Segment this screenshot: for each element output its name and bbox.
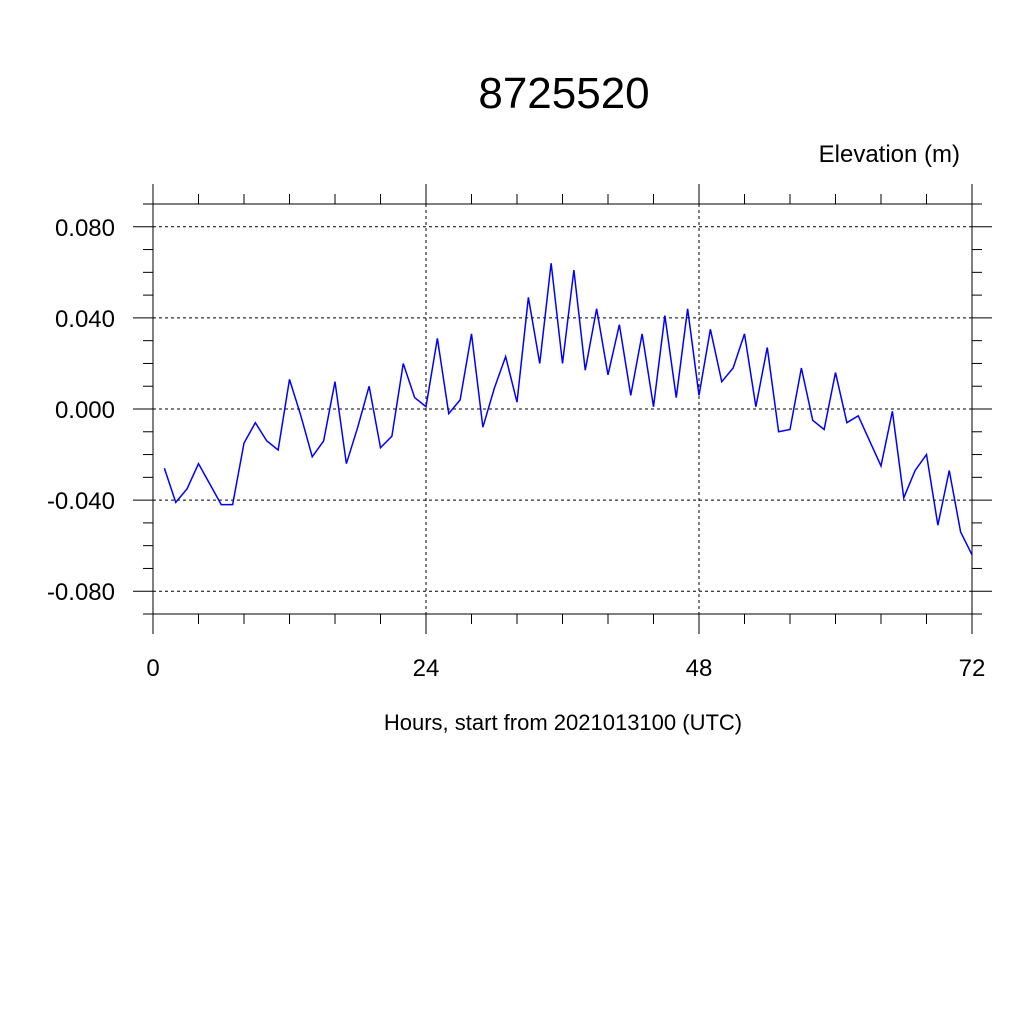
ticks-layer [133,184,992,634]
x-tick-label: 24 [413,655,440,682]
y-tick-label: 0.040 [55,306,115,333]
y-tick-label: -0.040 [47,488,115,515]
x-axis-label: Hours, start from 2021013100 (UTC) [384,710,742,735]
x-tick-label: 48 [686,655,713,682]
series-layer [163,263,973,556]
series-line [163,263,973,556]
x-tick-label: 0 [146,655,159,682]
tick-labels-layer: 0.080 0.040 0.000 -0.040 -0.080 0 24 48 72 [47,215,985,682]
grid-layer [153,204,972,614]
chart-title: 8725520 [478,69,649,118]
y-tick-label: -0.080 [47,579,115,606]
y-tick-label: 0.000 [55,397,115,424]
y-tick-label: 0.080 [55,215,115,242]
y-axis-label: Elevation (m) [819,141,960,168]
x-tick-label: 72 [959,655,986,682]
